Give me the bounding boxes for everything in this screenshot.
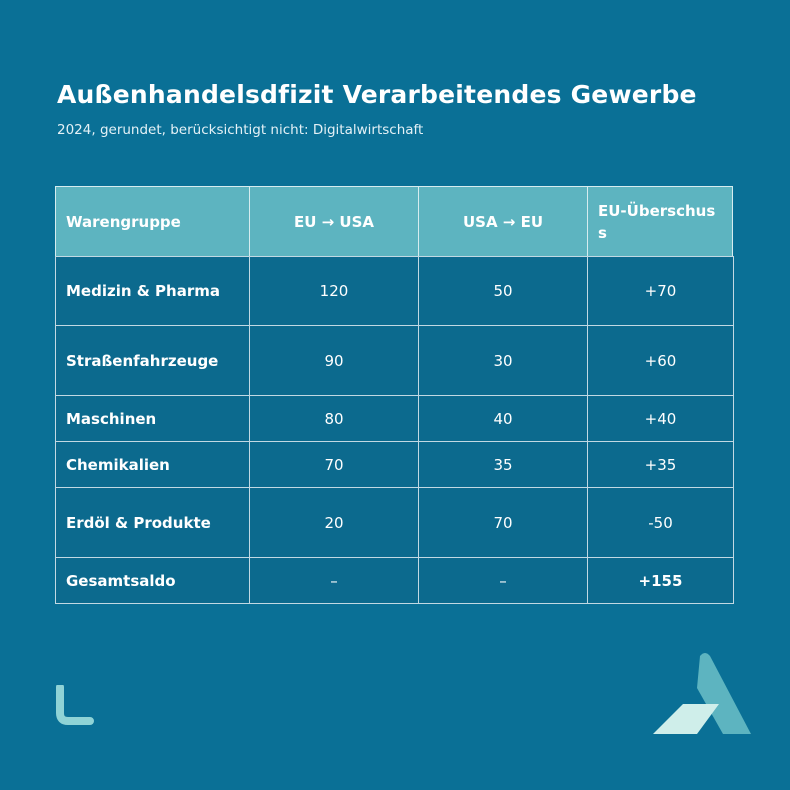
table-cell: Straßenfahrzeuge [55, 325, 250, 396]
table-cell: +70 [587, 256, 734, 326]
table-cell: +35 [587, 441, 734, 488]
table-cell: Gesamtsaldo [55, 557, 250, 604]
table-cell: 90 [249, 325, 419, 396]
table-cell: 80 [249, 395, 419, 442]
table-cell: 20 [249, 487, 419, 558]
header-cell: EU-Überschuss [587, 186, 733, 257]
table-cell: – [249, 557, 419, 604]
header-cell: Warengruppe [55, 186, 250, 257]
table-cell: -50 [587, 487, 734, 558]
table-cell: 35 [418, 441, 588, 488]
table-cell: +155 [587, 557, 734, 604]
header-cell: EU → USA [249, 186, 419, 257]
table-cell: Erdöl & Produkte [55, 487, 250, 558]
logo-left [56, 685, 94, 725]
header-cell: USA → EU [418, 186, 588, 257]
table-cell: Maschinen [55, 395, 250, 442]
table-cell: Medizin & Pharma [55, 256, 250, 326]
table-cell: 70 [418, 487, 588, 558]
table-cell: 70 [249, 441, 419, 488]
table-cell: +40 [587, 395, 734, 442]
logo-right [653, 653, 751, 734]
title: Außenhandelsdfizit Verarbeitendes Gewerb… [57, 80, 697, 109]
table-cell: 40 [418, 395, 588, 442]
table-cell: 50 [418, 256, 588, 326]
table-cell: 30 [418, 325, 588, 396]
table-cell: Chemikalien [55, 441, 250, 488]
table-cell: – [418, 557, 588, 604]
table-cell: +60 [587, 325, 734, 396]
table-cell: 120 [249, 256, 419, 326]
subtitle: 2024, gerundet, berücksichtigt nicht: Di… [57, 122, 424, 138]
